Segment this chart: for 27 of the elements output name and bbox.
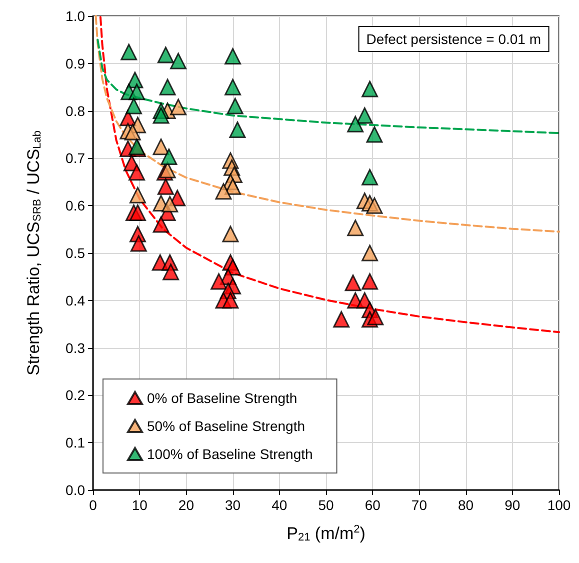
y-axis-title: Strength Ratio, UCSSRB / UCSLab <box>24 130 44 376</box>
x-tick-label: 90 <box>504 497 520 513</box>
x-tick-label: 80 <box>458 497 474 513</box>
legend-label: 0% of Baseline Strength <box>147 390 298 406</box>
x-tick-label: 60 <box>364 497 381 513</box>
x-tick-label: 50 <box>318 497 334 513</box>
y-tick-label: 1.0 <box>66 8 86 24</box>
x-tick-label: 30 <box>225 497 241 513</box>
annotation: Defect persistence = 0.01 m <box>366 31 542 47</box>
y-tick-label: 0.8 <box>66 102 86 119</box>
x-tick-label: 40 <box>272 497 288 513</box>
legend-label: 100% of Baseline Strength <box>147 446 313 462</box>
x-tick-label: 0 <box>89 497 98 513</box>
y-tick-label: 0.0 <box>66 482 86 498</box>
y-tick-label: 0.7 <box>66 150 86 166</box>
y-tick-label: 0.4 <box>66 292 86 308</box>
legend-label: 50% of Baseline Strength <box>147 418 305 434</box>
y-tick-label: 0.6 <box>66 198 86 214</box>
y-tick-label: 0.5 <box>66 245 86 261</box>
x-tick-label: 10 <box>132 497 148 513</box>
y-tick-label: 0.9 <box>66 55 86 72</box>
x-tick-label: 70 <box>411 497 428 513</box>
x-tick-label: 100 <box>547 497 571 513</box>
y-tick-label: 0.2 <box>66 387 86 404</box>
y-tick-label: 0.1 <box>66 434 86 451</box>
x-tick-label: 20 <box>178 497 194 513</box>
y-tick-label: 0.3 <box>66 340 86 356</box>
